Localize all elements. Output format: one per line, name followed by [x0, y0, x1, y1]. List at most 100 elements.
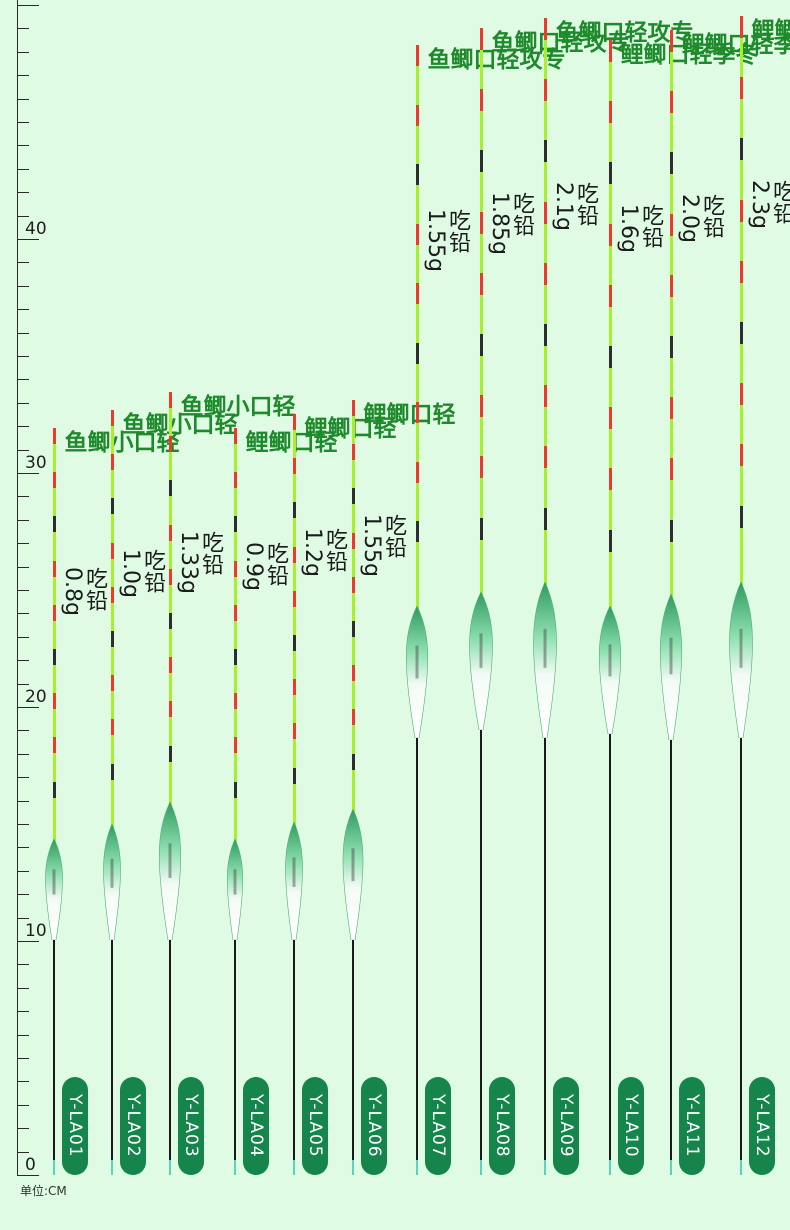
float-body: [226, 839, 244, 940]
float-body: [45, 839, 63, 940]
float-body: [158, 802, 182, 940]
antenna-segment: [169, 392, 172, 408]
float-stem: [352, 940, 354, 1160]
float-weight: 吃铅2.1g: [551, 182, 598, 231]
antenna-segment: [670, 152, 673, 175]
antenna-segment: [416, 521, 419, 542]
float-stem: [416, 738, 418, 1160]
ruler-minor-tick: [17, 216, 29, 217]
antenna-segment: [670, 519, 673, 542]
float-body: [729, 582, 753, 738]
ruler-major-tick: [17, 707, 39, 708]
float-stem-tip: [670, 1160, 672, 1175]
ruler-minor-tick: [17, 75, 29, 76]
antenna-segment: [169, 657, 172, 674]
ruler-label: 0: [25, 1155, 36, 1175]
antenna-segment: [53, 781, 56, 798]
float-stem: [53, 940, 55, 1160]
float-stem: [169, 940, 171, 1160]
antenna-segment: [352, 621, 355, 637]
antenna-segment: [480, 334, 483, 356]
float-antenna: [53, 428, 56, 845]
float-title: 轻口小鲫鱼: [176, 394, 294, 418]
antenna-segment: [416, 461, 419, 483]
antenna-segment: [169, 745, 172, 762]
float-weight: 吃铅1.2g: [300, 528, 347, 577]
float-title: 冬季轻口鲫鲤: [747, 18, 790, 42]
ruler-minor-tick: [17, 894, 29, 895]
antenna-segment: [53, 737, 56, 754]
antenna-segment: [740, 199, 743, 222]
ruler-minor-tick: [17, 590, 29, 591]
ruler-minor-tick: [17, 964, 29, 965]
antenna-segment: [111, 542, 114, 559]
antenna-segment: [609, 101, 612, 124]
float-stem-tip: [480, 1160, 482, 1175]
float-title: 轻口鲫鲤: [300, 416, 395, 440]
model-code: Y-LA12: [752, 1094, 772, 1158]
antenna-segment: [416, 223, 419, 245]
ruler-minor-tick: [17, 1058, 29, 1059]
antenna-segment: [609, 346, 612, 368]
ruler-major-tick: [17, 239, 39, 240]
float-antenna: [293, 414, 296, 828]
antenna-segment: [609, 162, 612, 185]
antenna-segment: [544, 385, 547, 408]
ruler-minor-tick: [17, 660, 29, 661]
ruler-axis: [17, 0, 18, 1176]
antenna-segment: [609, 468, 612, 491]
float-title: 冬季轻口鲫鲤: [677, 32, 790, 56]
antenna-segment: [480, 211, 483, 234]
float-stem-tip: [234, 1160, 236, 1175]
ruler-minor-tick: [17, 918, 29, 919]
ruler-minor-tick: [17, 262, 29, 263]
antenna-segment: [234, 693, 237, 710]
antenna-segment: [234, 428, 237, 444]
float-weight: 吃铅1.6g: [616, 204, 663, 253]
ruler-minor-tick: [17, 988, 29, 989]
float-stem-tip: [111, 1160, 113, 1175]
antenna-segment: [740, 322, 743, 344]
model-badge: Y-LA03: [178, 1077, 204, 1175]
ruler-minor-tick: [17, 824, 29, 825]
antenna-segment: [670, 30, 673, 52]
model-badge: Y-LA12: [749, 1077, 775, 1175]
antenna-segment: [111, 763, 114, 780]
ruler-minor-tick: [17, 122, 29, 123]
float-antenna: [111, 410, 114, 830]
model-badge: Y-LA05: [302, 1077, 328, 1175]
antenna-segment: [480, 395, 483, 418]
antenna-segment: [169, 613, 172, 629]
float-weight: 吃铅1.33g: [176, 531, 223, 594]
ruler-minor-tick: [17, 169, 29, 170]
ruler-minor-tick: [17, 847, 29, 848]
antenna-segment: [53, 428, 56, 444]
model-badge: Y-LA10: [618, 1077, 644, 1175]
antenna-segment: [609, 40, 612, 62]
antenna-segment: [416, 342, 419, 364]
model-badge: Y-LA11: [679, 1077, 705, 1175]
antenna-segment: [53, 649, 56, 665]
float-stem: [740, 738, 742, 1160]
antenna-segment: [416, 402, 419, 423]
antenna-segment: [53, 472, 56, 489]
antenna-segment: [609, 529, 612, 552]
antenna-segment: [169, 524, 172, 541]
antenna-segment: [111, 498, 114, 515]
antenna-segment: [111, 675, 114, 692]
ruler-minor-tick: [17, 450, 29, 451]
float-weight: 吃铅0.8g: [60, 567, 107, 616]
antenna-segment: [544, 79, 547, 102]
ruler-label: 40: [25, 219, 47, 239]
float-antenna: [609, 40, 612, 612]
antenna-segment: [111, 454, 114, 471]
float-weight: 吃铅2.0g: [677, 194, 724, 243]
model-badge: Y-LA01: [62, 1077, 88, 1175]
float-body: [342, 809, 364, 940]
antenna-segment: [352, 709, 355, 726]
antenna-segment: [53, 516, 56, 533]
antenna-segment: [169, 568, 172, 585]
antenna-segment: [352, 532, 355, 549]
float-weight: 吃铅0.9g: [241, 542, 288, 591]
antenna-segment: [609, 284, 612, 307]
